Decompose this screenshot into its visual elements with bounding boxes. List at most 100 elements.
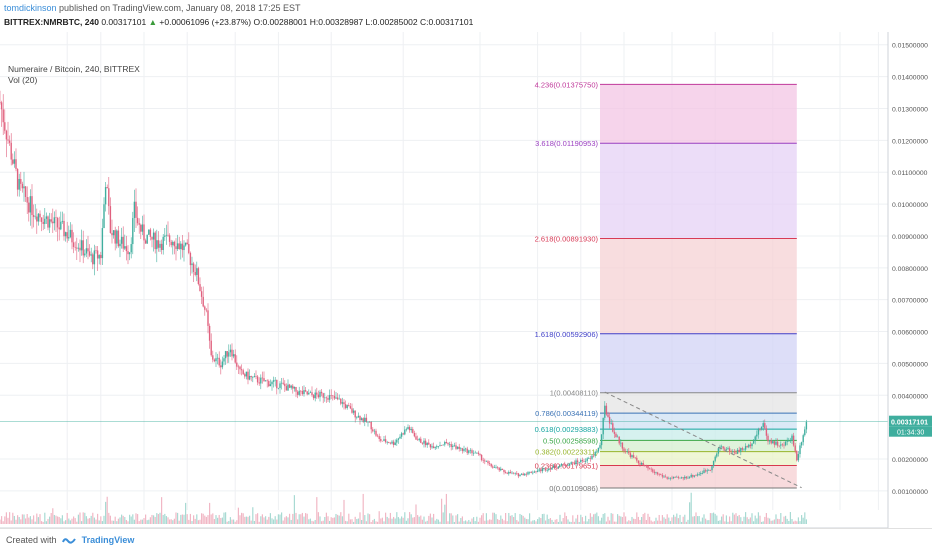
author-link[interactable]: tomdickinson [4, 3, 57, 13]
candle-body [100, 254, 102, 259]
candle-body [66, 232, 68, 239]
volume-bar [37, 517, 39, 524]
candle-body [45, 216, 48, 219]
brand-name[interactable]: TradingView [81, 535, 135, 545]
candle-body [605, 405, 608, 415]
candle-body [717, 448, 720, 454]
candle-body [544, 468, 547, 471]
candle-body [791, 435, 793, 441]
candle-body [304, 390, 307, 392]
candle-body [644, 465, 646, 466]
trend-line [604, 391, 802, 489]
volume-bar [394, 518, 396, 524]
volume-bar [186, 514, 188, 524]
candle-body [383, 439, 385, 441]
volume-bar [157, 514, 159, 524]
volume-bar [804, 512, 806, 524]
volume-bar [375, 521, 377, 524]
volume-bar [471, 518, 473, 524]
volume-bar [516, 520, 518, 524]
candle-body [416, 439, 419, 441]
candle-body [607, 414, 609, 417]
volume-bar [457, 514, 459, 524]
candle-body [519, 474, 521, 477]
candle-body [192, 263, 195, 272]
volume-bar [791, 518, 793, 524]
volume-bar [161, 497, 163, 524]
volume-bar [727, 521, 729, 524]
candle-body [564, 464, 566, 466]
fib-zone [600, 392, 797, 414]
candle-body [570, 462, 572, 464]
price-chart[interactable]: 4.236(0.01375750) 3.618(0.01190953) 2.618(… [0, 30, 932, 528]
candle-body [608, 416, 611, 424]
candle-body [661, 474, 664, 477]
volume-bar [421, 519, 423, 524]
candle-body [764, 423, 766, 429]
volume-bar [149, 517, 151, 524]
candle-body [727, 448, 729, 450]
volume-bar [322, 520, 324, 524]
candle-body [26, 196, 28, 203]
candle-body [548, 468, 550, 471]
candle-body [268, 381, 270, 387]
volume-bar [237, 507, 239, 524]
candle-body [208, 325, 211, 341]
volume-bar [780, 513, 782, 524]
candle-body [293, 387, 296, 389]
volume-bar [205, 516, 207, 524]
volume-bar [618, 515, 620, 524]
candle-body [437, 446, 440, 447]
candle-body [207, 310, 209, 326]
candle-body [618, 436, 620, 444]
volume-bar [650, 520, 652, 524]
candle-body [31, 196, 33, 216]
volume-bar [23, 514, 25, 524]
candle-body [621, 442, 624, 449]
candle-body [394, 442, 396, 445]
candle-body [636, 457, 638, 461]
volume-bar [89, 518, 91, 524]
chart-area[interactable]: 4.236(0.01375750) 3.618(0.01190953) 2.618(… [0, 30, 932, 528]
candle-body [240, 369, 243, 371]
candle-body [18, 179, 20, 190]
candle-body [188, 244, 190, 253]
volume-bar [185, 502, 187, 524]
volume-bar [629, 520, 631, 524]
volume-bar [772, 520, 774, 524]
fib-zone [600, 413, 797, 430]
candle-body [24, 186, 27, 197]
volume-bar [338, 515, 340, 524]
volume-bar [383, 521, 385, 524]
candle-body [128, 252, 131, 255]
volume-bar [673, 514, 675, 524]
candle-body [501, 468, 504, 471]
volume-bar [228, 521, 230, 524]
volume-bar [687, 519, 689, 524]
volume-bar [612, 513, 614, 524]
volume-bar [333, 517, 335, 524]
volume-bar [74, 518, 76, 524]
volume-bar [44, 512, 46, 524]
volume-bar [409, 512, 411, 524]
candle-body [378, 436, 380, 439]
volume-bar [493, 512, 495, 524]
y-tick-label: 0.01000000 [892, 202, 928, 209]
volume-bar [508, 512, 510, 524]
volume-bar [521, 514, 523, 524]
volume-bar [769, 518, 771, 524]
volume-bar [644, 512, 646, 524]
volume-bar [316, 497, 318, 524]
volume-bar [303, 516, 305, 524]
candle-body [127, 251, 129, 255]
volume-bar [413, 517, 415, 524]
volume-bar [761, 521, 763, 524]
volume-bar [9, 512, 11, 524]
candle-body [309, 392, 312, 393]
candle-body [74, 246, 76, 248]
volume-bar [325, 512, 327, 524]
candle-body [10, 142, 12, 160]
volume-bar [73, 516, 75, 524]
candle-body [84, 253, 86, 256]
candle-body [709, 470, 712, 471]
